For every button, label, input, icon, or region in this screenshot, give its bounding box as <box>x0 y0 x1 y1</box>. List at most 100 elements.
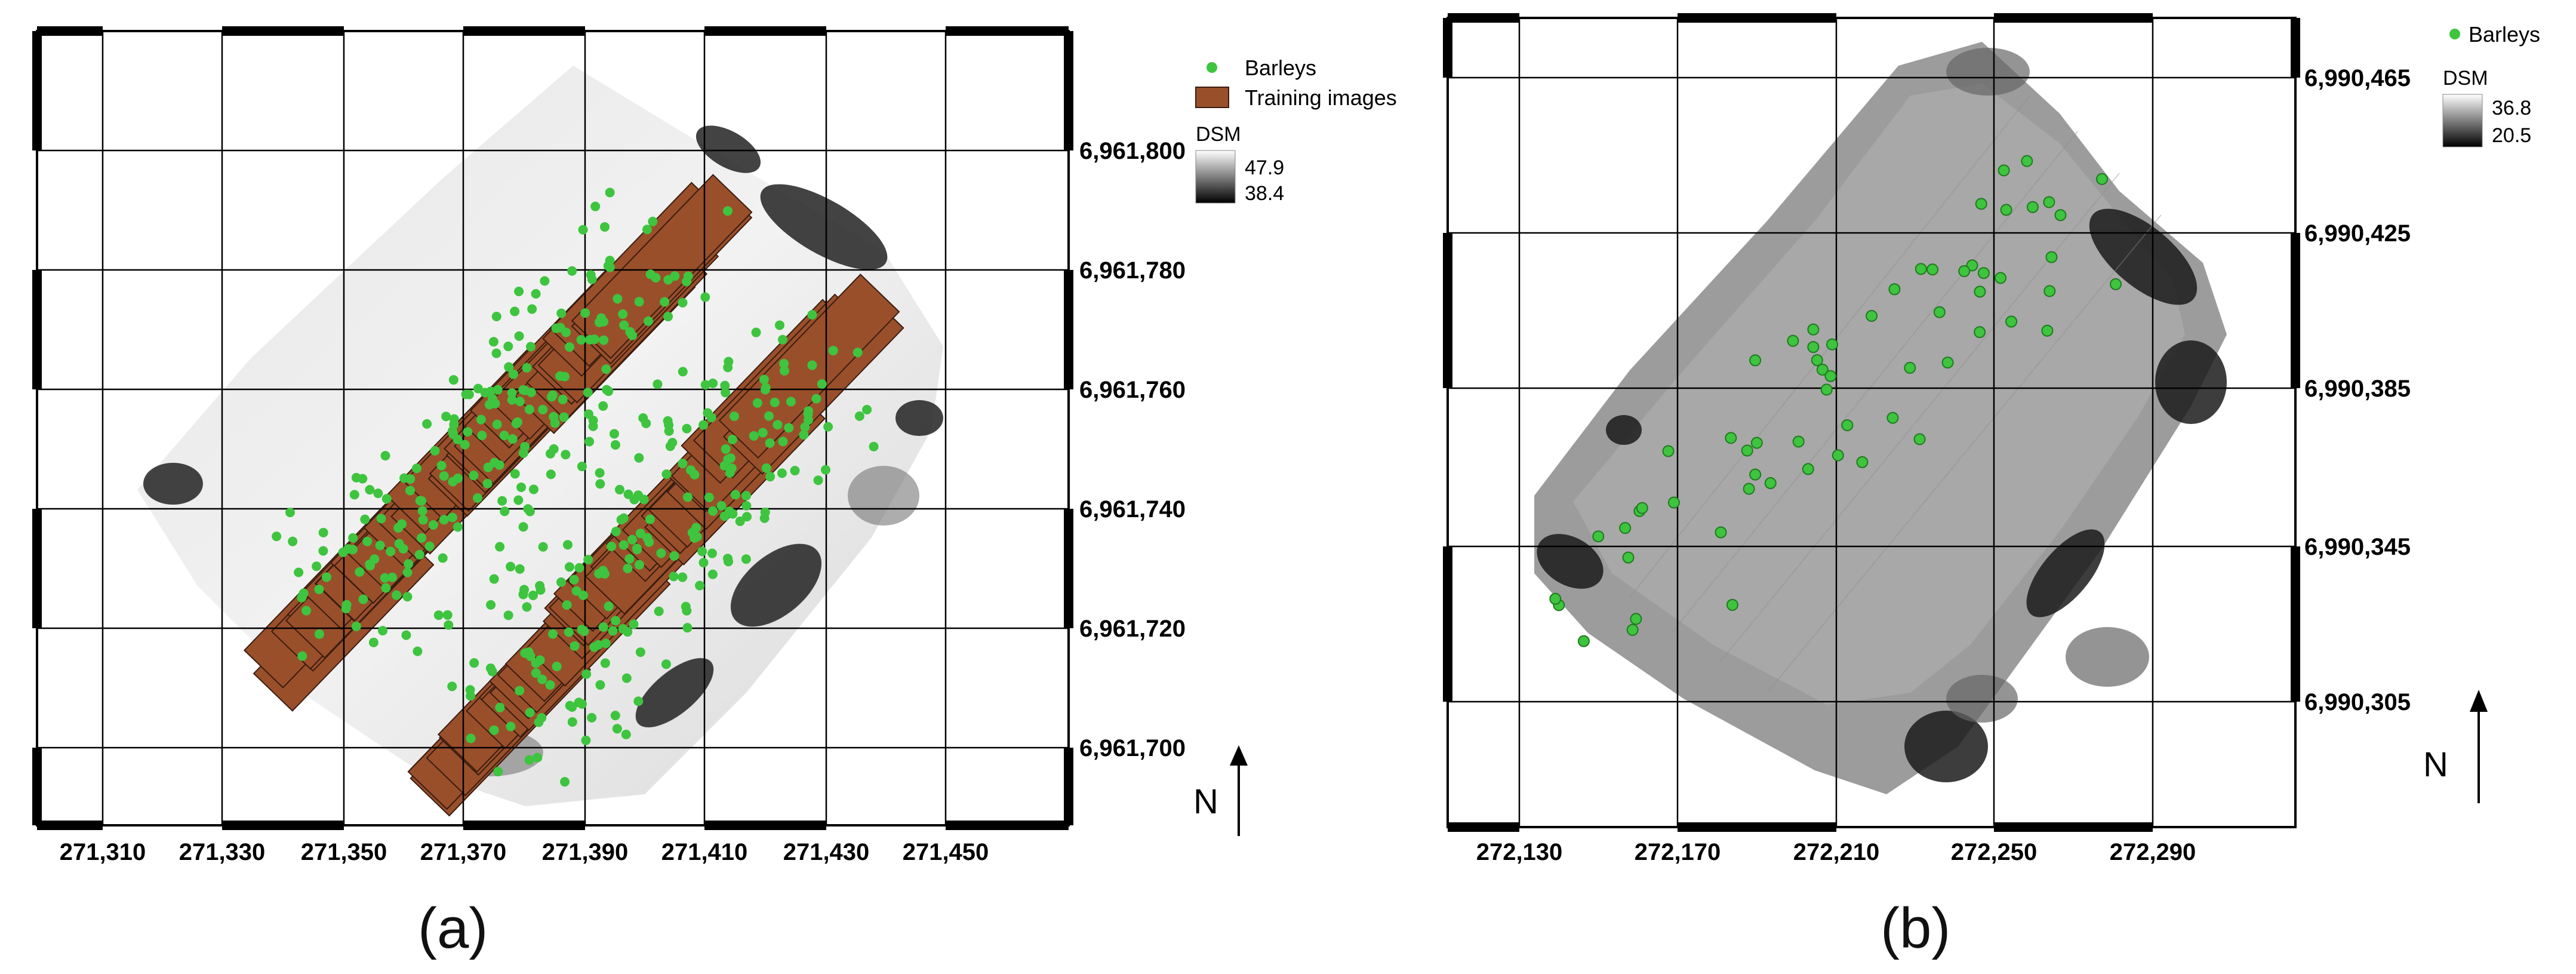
barley-point <box>514 331 524 341</box>
legend-dsm-title: DSM <box>2443 67 2488 90</box>
y-axis-labels-a: 6,961,800 6,961,780 6,961,760 6,961,740 … <box>1079 138 1186 761</box>
barley-point <box>589 642 599 652</box>
barley-point <box>577 699 587 709</box>
barley-point <box>449 414 459 424</box>
barley-point <box>604 386 614 397</box>
barley-point <box>534 717 544 727</box>
barley-point <box>1619 522 1632 534</box>
barley-point <box>533 752 543 763</box>
barley-point <box>619 320 629 330</box>
x-tick-label: 271,410 <box>661 839 748 865</box>
barley-point <box>678 572 688 582</box>
barley-point <box>488 337 498 347</box>
y-tick-label: 6,990,385 <box>2304 376 2411 402</box>
barley-point <box>623 627 633 637</box>
barley-point <box>343 544 353 554</box>
barley-point <box>535 585 546 595</box>
barley-point <box>634 297 644 307</box>
north-arrow-icon <box>2470 690 2488 712</box>
barley-point <box>605 188 615 198</box>
barley-point <box>761 463 771 473</box>
barley-point <box>349 490 359 500</box>
barley-point <box>765 472 775 482</box>
barley-point <box>735 516 745 526</box>
barley-point <box>1743 483 1755 495</box>
barley-point <box>611 616 621 626</box>
x-tick-label: 272,130 <box>1476 839 1563 865</box>
barley-point <box>635 647 645 657</box>
barley-point <box>392 590 402 600</box>
barley-point <box>683 492 693 502</box>
barley-point <box>358 594 368 604</box>
barley-point <box>486 600 496 610</box>
x-tick-label: 271,370 <box>420 839 507 865</box>
barley-point <box>1826 338 1839 351</box>
barley-point <box>531 288 541 299</box>
barley-point <box>561 450 571 460</box>
barley-point <box>405 474 416 484</box>
barley-point <box>417 496 427 506</box>
barley-point <box>604 601 614 612</box>
barley-point <box>595 468 605 478</box>
barley-point <box>546 469 556 480</box>
barley-point <box>531 658 541 668</box>
barley-point <box>618 540 629 550</box>
barley-point <box>1998 164 2010 177</box>
barley-point <box>489 574 499 584</box>
barley-point <box>1824 370 1837 382</box>
barley-point <box>381 494 392 504</box>
training-legend-icon <box>1195 87 1229 108</box>
barley-point <box>490 398 500 408</box>
barley-point <box>401 630 411 640</box>
barley-point <box>707 569 718 579</box>
barley-point <box>596 313 607 323</box>
barley-point <box>1966 259 1978 272</box>
barley-point <box>294 567 304 577</box>
x-tick-label: 271,330 <box>179 839 266 865</box>
barley-point <box>513 495 524 505</box>
barley-point <box>633 696 644 706</box>
barley-point <box>618 309 628 319</box>
barley-point <box>520 441 530 451</box>
barley-point <box>492 419 502 429</box>
barley-point <box>508 369 518 379</box>
barley-point <box>567 702 577 712</box>
barley-point <box>587 712 597 723</box>
barley-point <box>583 388 593 398</box>
barley-point <box>288 536 298 546</box>
barley-point <box>386 546 396 557</box>
barley-point <box>507 388 517 398</box>
barley-point <box>507 395 517 405</box>
barley-point <box>698 420 709 430</box>
barley-point <box>491 312 501 322</box>
barley-point <box>380 573 390 583</box>
x-tick-label: 271,310 <box>60 839 146 865</box>
barley-point <box>583 555 593 565</box>
barley-point <box>373 488 383 499</box>
barley-point <box>2026 201 2039 213</box>
barley-point <box>609 429 619 439</box>
barley-point <box>2043 196 2055 208</box>
barley-point <box>413 646 423 656</box>
barley-point <box>341 604 351 614</box>
barley-point <box>503 342 513 352</box>
barley-point <box>615 484 625 494</box>
barley-point <box>1750 437 1763 449</box>
map-panel-a: 271,310 271,330 271,350 271,370 271,390 … <box>32 26 1397 865</box>
barley-point <box>538 542 548 552</box>
barley-point <box>721 388 731 398</box>
barley-point <box>453 434 463 444</box>
barley-point <box>436 460 447 471</box>
barley-point <box>525 708 535 718</box>
barley-point <box>551 323 561 333</box>
barley-point <box>482 478 493 488</box>
north-arrow-icon <box>1230 745 1248 766</box>
barley-point <box>272 531 282 542</box>
barley-point <box>1811 354 1823 367</box>
barley-point <box>507 434 518 444</box>
barley-point <box>562 540 573 550</box>
barley-point <box>724 506 734 517</box>
barley-point <box>774 320 784 330</box>
barley-point <box>1715 526 1727 539</box>
barley-point <box>1726 598 1738 611</box>
